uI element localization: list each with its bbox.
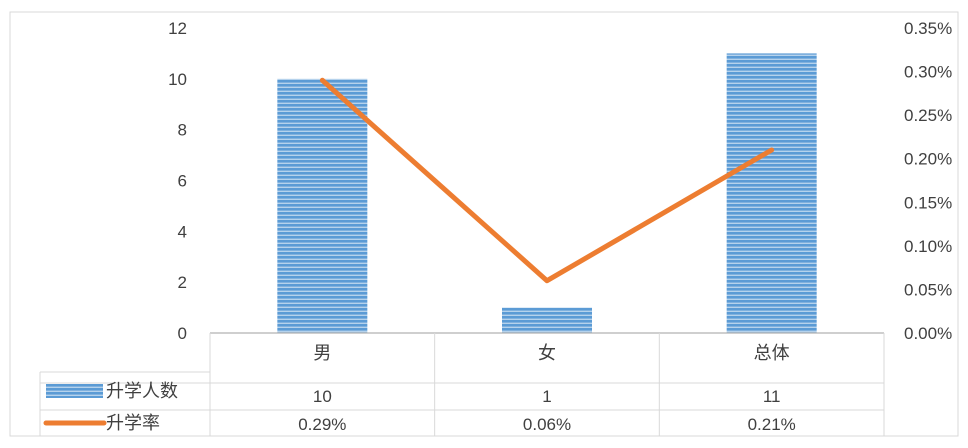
right-axis-tick-label: 0.35% (904, 19, 952, 38)
left-axis-tick-label: 6 (178, 172, 187, 191)
right-axis-tick-label: 0.10% (904, 237, 952, 256)
right-axis-tick-label: 0.05% (904, 280, 952, 299)
category-label: 女 (538, 343, 556, 364)
left-axis-tick-label: 8 (178, 121, 187, 140)
left-axis-tick-label: 2 (178, 273, 187, 292)
plot-border (9, 11, 959, 437)
right-axis-tick-label: 0.30% (904, 63, 952, 82)
series-line-rate (319, 77, 775, 284)
left-axis-tick-label: 10 (168, 70, 187, 89)
bar-2 (726, 53, 817, 334)
bar-0 (277, 78, 368, 333)
right-axis-tick-label: 0.20% (904, 150, 952, 169)
table-cell-rate: 0.21% (748, 415, 796, 434)
legend-label-line: 升学率 (106, 413, 160, 434)
right-axis-tick-label: 0.15% (904, 193, 952, 212)
bar-1 (502, 307, 592, 333)
table-cell-count: 11 (763, 387, 781, 406)
legend-label-bar: 升学人数 (106, 381, 178, 402)
category-label: 总体 (754, 343, 790, 364)
right-axis-tick-label: 0.25% (904, 106, 952, 125)
left-axis-tick-label: 4 (178, 222, 187, 241)
right-axis-tick-label: 0.00% (904, 324, 952, 343)
table-cell-count: 10 (313, 387, 332, 406)
category-label: 男 (313, 343, 331, 364)
left-axis-tick-label: 0 (178, 324, 187, 343)
table-cell-rate: 0.06% (523, 415, 571, 434)
table-cell-count: 1 (542, 387, 551, 406)
table-cell-rate: 0.29% (298, 415, 346, 434)
left-axis-tick-label: 12 (168, 19, 187, 38)
legend-swatch-bar (46, 384, 103, 398)
